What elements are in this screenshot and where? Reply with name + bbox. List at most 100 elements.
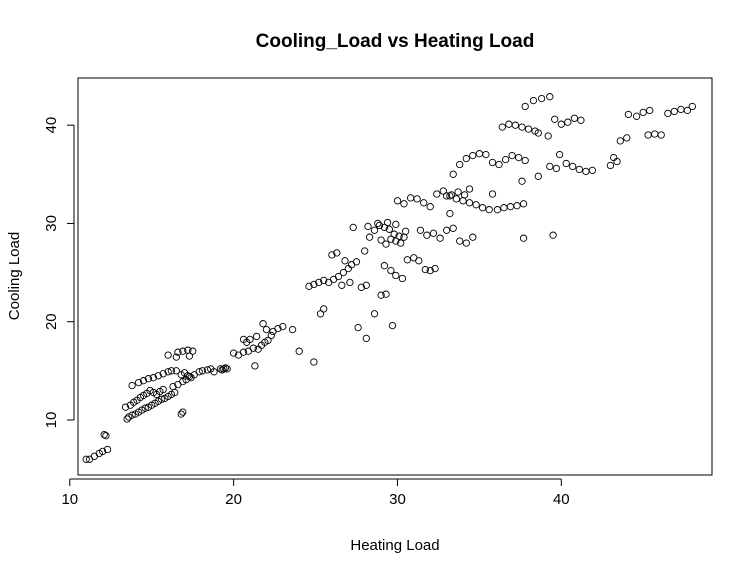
data-point — [421, 265, 429, 274]
data-point — [546, 93, 554, 101]
data-point — [495, 160, 503, 169]
data-point — [179, 408, 187, 416]
data-point — [103, 445, 112, 454]
data-point — [465, 185, 474, 193]
data-point — [169, 382, 177, 391]
data-point — [320, 276, 328, 285]
data-point — [426, 203, 434, 211]
data-point — [610, 153, 618, 162]
data-point — [518, 123, 526, 131]
data-point — [338, 281, 346, 289]
data-point — [334, 272, 343, 281]
data-point — [439, 187, 447, 195]
data-point — [370, 310, 379, 318]
data-point — [431, 264, 439, 273]
data-point — [501, 155, 510, 164]
data-point — [508, 151, 516, 160]
data-point — [159, 370, 167, 378]
data-point — [534, 129, 542, 137]
data-point — [382, 290, 390, 298]
data-point — [134, 378, 143, 387]
data-point — [346, 278, 354, 287]
data-point — [644, 131, 652, 139]
data-point — [259, 320, 267, 328]
data-point — [195, 368, 203, 376]
data-point — [221, 364, 230, 372]
data-point — [388, 321, 397, 330]
data-point — [387, 266, 395, 275]
data-point — [164, 351, 172, 359]
data-point — [401, 227, 410, 235]
data-point — [472, 201, 480, 209]
data-point — [385, 225, 393, 233]
data-point — [288, 325, 297, 334]
data-point — [102, 432, 110, 440]
x-tick-label: 10 — [61, 491, 78, 508]
data-point — [374, 219, 382, 228]
data-point — [557, 120, 565, 128]
y-tick-label: 30 — [43, 215, 60, 232]
data-point — [239, 348, 248, 356]
data-point — [128, 411, 136, 419]
data-point — [534, 172, 542, 180]
data-point — [426, 266, 434, 275]
data-point — [198, 367, 207, 375]
data-point — [420, 199, 428, 207]
x-tick-label: 20 — [225, 491, 242, 508]
data-point — [220, 365, 228, 373]
data-point — [436, 234, 444, 242]
data-point — [344, 264, 352, 273]
data-point — [264, 336, 272, 345]
data-point — [357, 283, 366, 291]
data-point — [249, 344, 257, 352]
data-point — [459, 197, 467, 205]
data-point — [123, 415, 131, 423]
data-point — [305, 282, 313, 290]
data-point — [555, 150, 564, 159]
data-point — [362, 281, 370, 289]
data-point — [683, 106, 692, 115]
data-point — [646, 106, 654, 115]
data-point — [229, 349, 238, 357]
data-point — [606, 161, 615, 170]
x-axis-label: Heating Load — [350, 537, 439, 554]
data-point — [154, 372, 162, 380]
data-point — [279, 322, 287, 331]
data-point — [403, 256, 411, 264]
data-point — [267, 331, 275, 340]
data-point — [429, 229, 438, 237]
data-point — [664, 109, 672, 118]
y-axis: 10 20 30 40 — [43, 117, 75, 428]
y-tick-label: 40 — [43, 117, 60, 134]
data-point — [352, 258, 361, 266]
data-point — [82, 455, 90, 463]
data-point — [177, 410, 185, 418]
data-point — [551, 115, 559, 123]
data-point — [623, 134, 631, 142]
data-point — [377, 236, 385, 244]
data-point — [416, 226, 425, 234]
data-point — [354, 323, 362, 332]
data-point — [485, 206, 493, 214]
data-point — [382, 240, 390, 248]
data-point — [447, 191, 456, 199]
data-point — [515, 153, 523, 162]
data-point — [370, 226, 379, 234]
x-tick-label: 40 — [553, 491, 570, 508]
data-point — [415, 257, 423, 265]
data-points — [82, 93, 696, 463]
data-point — [310, 358, 318, 366]
y-axis-label: Cooling Load — [6, 232, 23, 320]
data-point — [333, 249, 341, 257]
data-point — [387, 235, 395, 243]
data-point — [172, 353, 180, 361]
data-point — [406, 194, 415, 202]
data-point — [544, 132, 552, 140]
data-point — [243, 338, 251, 346]
data-point — [488, 158, 497, 167]
data-point — [677, 105, 685, 114]
data-point — [375, 221, 384, 230]
data-point — [616, 137, 624, 145]
data-point — [529, 96, 538, 105]
